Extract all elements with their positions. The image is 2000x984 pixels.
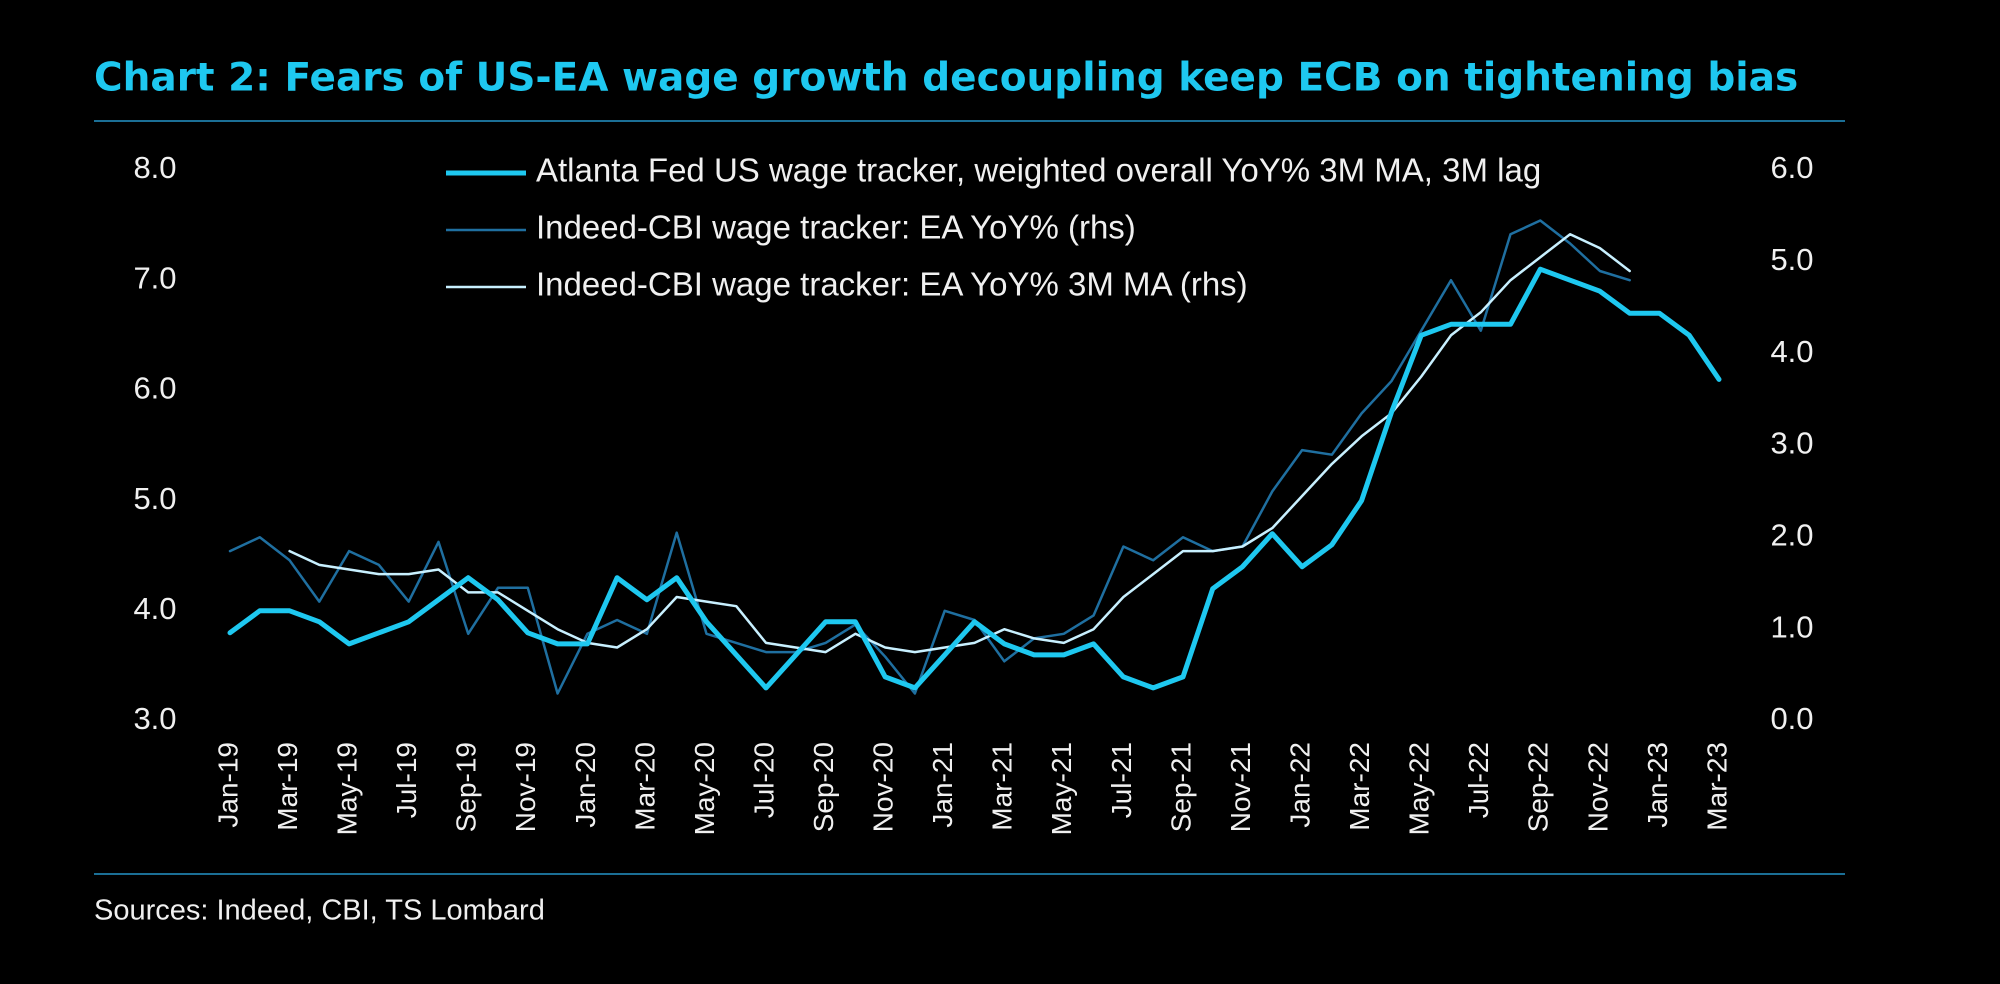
series-line (228, 219, 1631, 695)
x-tick-label: Sep-19 (451, 742, 482, 832)
y2-tick-label: 5.0 (1770, 242, 1813, 277)
x-tick-label: Sep-20 (808, 742, 839, 832)
y-tick-label: 5.0 (133, 481, 176, 516)
x-tick-label: Nov-19 (510, 742, 541, 832)
x-tick-label: May-20 (689, 742, 720, 835)
x-tick-label: Nov-21 (1225, 742, 1256, 832)
x-tick-label: Jan-23 (1642, 742, 1673, 828)
y-tick-label: 6.0 (133, 371, 176, 406)
x-tick-label: Jul-19 (391, 742, 422, 818)
legend-label: Indeed-CBI wage tracker: EA YoY% (rhs) (536, 209, 1136, 246)
x-tick-label: Mar-20 (629, 742, 660, 831)
x-tick-label: Mar-23 (1701, 742, 1732, 831)
x-tick-label: Jan-19 (212, 742, 243, 828)
legend-label: Atlanta Fed US wage tracker, weighted ov… (536, 152, 1541, 189)
y2-tick-label: 3.0 (1770, 426, 1813, 461)
x-tick-label: May-21 (1046, 742, 1077, 835)
chart-title: Chart 2: Fears of US-EA wage growth deco… (94, 56, 1798, 101)
y2-tick-label: 1.0 (1770, 609, 1813, 644)
y-tick-label: 8.0 (133, 150, 176, 185)
y-tick-label: 3.0 (133, 701, 176, 736)
y2-tick-label: 4.0 (1770, 334, 1813, 369)
x-tick-label: Sep-21 (1165, 742, 1196, 832)
x-tick-label: Mar-22 (1344, 742, 1375, 831)
x-tick-label: May-22 (1404, 742, 1435, 835)
x-tick-label: Mar-21 (987, 742, 1018, 831)
y-tick-label: 4.0 (133, 591, 176, 626)
y2-tick-label: 6.0 (1770, 150, 1813, 185)
x-tick-label: Jul-22 (1463, 742, 1494, 818)
x-tick-label: Nov-22 (1582, 742, 1613, 832)
source-note: Sources: Indeed, CBI, TS Lombard (94, 895, 545, 927)
x-tick-label: Jul-21 (1106, 742, 1137, 818)
x-tick-label: Jan-20 (570, 742, 601, 828)
x-tick-label: May-19 (332, 742, 363, 835)
x-tick-label: Sep-22 (1523, 742, 1554, 832)
x-tick-label: Nov-20 (868, 742, 899, 832)
x-tick-label: Mar-19 (272, 742, 303, 831)
x-tick-label: Jan-22 (1284, 742, 1315, 828)
series-line (227, 266, 1722, 691)
legend-label: Indeed-CBI wage tracker: EA YoY% 3M MA (… (536, 266, 1248, 303)
x-tick-label: Jul-20 (748, 742, 779, 818)
y2-tick-label: 0.0 (1770, 701, 1813, 736)
y2-tick-label: 2.0 (1770, 518, 1813, 553)
x-tick-label: Jan-21 (927, 742, 958, 828)
y-tick-label: 7.0 (133, 260, 176, 295)
series-line (288, 233, 1631, 654)
